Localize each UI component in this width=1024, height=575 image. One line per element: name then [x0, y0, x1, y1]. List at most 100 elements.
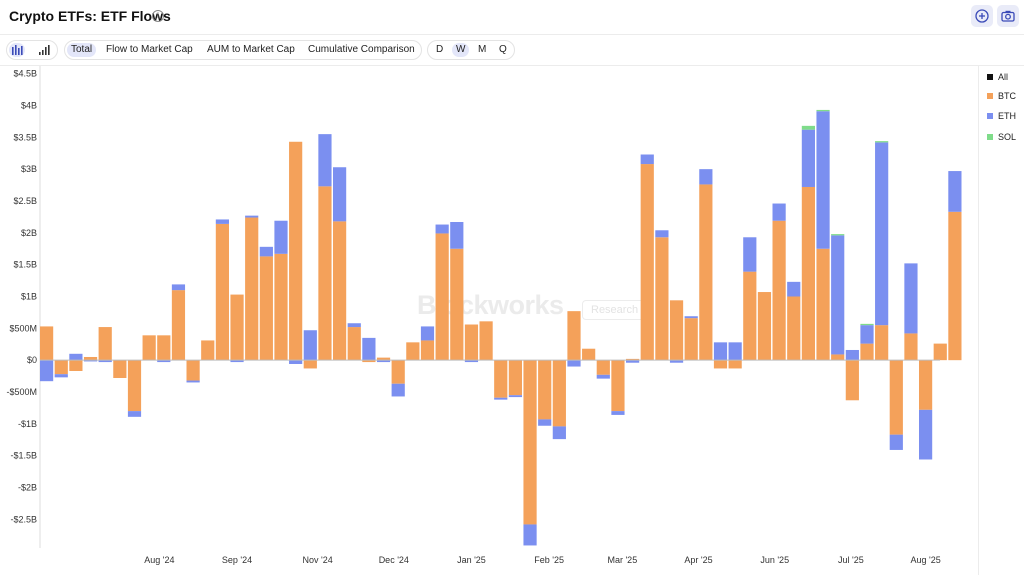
bar-btc	[933, 343, 947, 361]
bar-eth	[289, 360, 303, 364]
bar-btc	[142, 335, 156, 361]
bar-eth	[494, 397, 508, 400]
bar-eth	[567, 360, 581, 367]
bar-btc	[303, 360, 317, 369]
bar-btc	[904, 333, 918, 361]
legend-label: SOL	[998, 132, 1017, 142]
bar-sol	[801, 125, 815, 130]
legend-label: BTC	[998, 91, 1016, 101]
x-tick-label: Apr '25	[684, 555, 712, 565]
x-tick-label: Aug '24	[144, 555, 174, 565]
bar-eth	[98, 360, 112, 363]
bar-eth	[831, 235, 845, 355]
bar-eth	[523, 524, 537, 546]
bar-btc	[420, 340, 435, 361]
legend-item-all[interactable]: All	[987, 70, 1008, 84]
bar-btc	[860, 343, 874, 361]
x-tick-label: Jun '25	[760, 555, 789, 565]
x-tick-label: Mar '25	[607, 555, 637, 565]
bar-eth	[713, 342, 728, 361]
tab-flow-to-market-cap[interactable]: Flow to Market Cap	[106, 44, 193, 55]
bar-eth	[318, 134, 332, 187]
bar-eth	[787, 281, 801, 297]
bar-btc	[596, 360, 610, 375]
bar-eth	[552, 426, 566, 440]
legend-item-sol[interactable]: SOL	[987, 130, 1016, 144]
bar-btc	[626, 358, 640, 361]
bar-btc	[538, 360, 552, 420]
bar-eth	[435, 224, 449, 234]
y-tick-label: $1.5B	[13, 260, 37, 270]
bar-eth	[303, 330, 317, 361]
interval-q[interactable]: Q	[499, 44, 507, 55]
bar-eth	[655, 230, 669, 238]
bar-btc	[669, 300, 684, 361]
bar-eth	[801, 129, 815, 187]
bar-btc	[582, 348, 596, 361]
bar-eth	[230, 360, 244, 363]
toolbar: Total Flow to Market Cap AUM to Market C…	[0, 35, 1024, 66]
x-tick-label: Nov '24	[303, 555, 333, 565]
bar-eth	[171, 284, 186, 291]
bar-btc	[98, 327, 112, 361]
bar-eth	[333, 167, 347, 222]
x-tick-label: Aug '25	[910, 555, 940, 565]
bar-eth	[420, 326, 435, 341]
bar-btc	[391, 360, 405, 384]
bar-chart-button[interactable]	[9, 43, 25, 57]
bar-btc	[494, 360, 508, 398]
legend-swatch	[987, 92, 993, 99]
bar-sol	[831, 234, 845, 236]
bar-eth	[904, 263, 918, 334]
tab-cumulative-comparison[interactable]: Cumulative Comparison	[308, 44, 415, 55]
bar-btc	[201, 340, 215, 361]
bar-btc	[464, 324, 479, 361]
bar-btc	[919, 360, 933, 410]
bar-btc	[552, 360, 566, 427]
bar-eth	[508, 395, 522, 398]
bar-eth	[640, 154, 654, 165]
bar-eth	[889, 434, 903, 450]
y-tick-label: -$2B	[18, 483, 37, 493]
bar-btc	[127, 360, 142, 412]
legend-swatch	[987, 133, 993, 140]
bar-eth	[860, 325, 874, 344]
tab-aum-to-market-cap[interactable]: AUM to Market Cap	[207, 44, 295, 55]
bar-eth	[259, 246, 273, 257]
bar-btc	[875, 325, 889, 361]
y-tick-label: -$1B	[18, 419, 37, 429]
y-tick-label: $4.5B	[13, 69, 37, 79]
info-icon[interactable]: i	[152, 10, 164, 22]
y-tick-label: $2.5B	[13, 196, 37, 206]
bar-btc	[831, 354, 845, 361]
legend-item-eth[interactable]: ETH	[987, 109, 1016, 123]
bar-btc	[274, 253, 288, 361]
histogram-button[interactable]	[36, 43, 52, 57]
bar-sol	[875, 141, 889, 143]
add-chart-button[interactable]	[971, 5, 993, 27]
bar-eth	[626, 360, 640, 363]
bar-eth	[215, 219, 229, 224]
bar-btc	[435, 233, 449, 361]
interval-w[interactable]: W	[452, 43, 470, 57]
tab-total[interactable]: Total	[67, 43, 97, 57]
bar-eth	[464, 360, 479, 363]
y-tick-label: $3.5B	[13, 132, 37, 142]
bar-eth	[596, 374, 610, 379]
interval-m[interactable]: M	[478, 44, 487, 55]
bar-eth	[274, 220, 288, 254]
bar-btc	[157, 335, 171, 361]
y-tick-label: -$1.5B	[10, 451, 37, 461]
legend-item-btc[interactable]: BTC	[987, 89, 1016, 103]
bar-sol	[860, 323, 874, 326]
bar-btc	[230, 294, 244, 361]
bar-btc	[816, 248, 830, 361]
screenshot-button[interactable]	[997, 5, 1019, 27]
page-title: Crypto ETFs: ETF Flows	[9, 8, 171, 24]
interval-d[interactable]: D	[436, 44, 444, 55]
bar-btc	[245, 217, 259, 361]
x-tick-label: Jan '25	[457, 555, 486, 565]
y-tick-label: $4B	[21, 100, 37, 110]
bar-eth	[157, 360, 171, 363]
bar-eth	[728, 342, 742, 361]
